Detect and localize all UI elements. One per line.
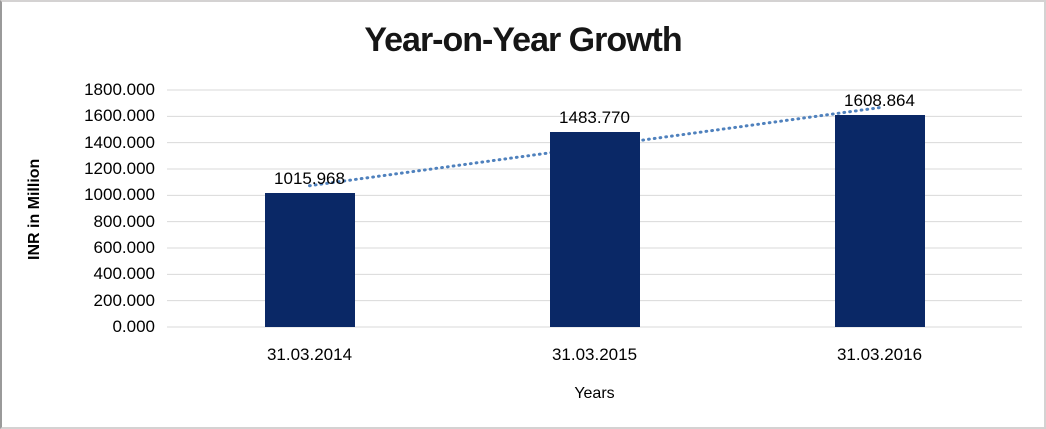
chart-title: Year-on-Year Growth: [364, 21, 682, 59]
bar-value-label: 1015.968: [274, 169, 345, 189]
bar-value-label: 1483.770: [559, 107, 630, 127]
bar: [264, 193, 355, 327]
y-tick-label: 0.000: [112, 317, 155, 336]
y-tick-label: 1400.000: [84, 132, 155, 152]
bar: [834, 115, 925, 327]
y-tick-label: 1200.000: [84, 159, 155, 178]
bar-value-label: 1608.864: [844, 91, 915, 111]
y-tick-label: 1000.000: [84, 185, 155, 205]
y-tick-label: 800.000: [93, 211, 155, 231]
y-tick-label: 400.000: [93, 264, 155, 284]
y-tick-label: 200.000: [93, 290, 155, 310]
x-category-label: 31.03.2014: [266, 345, 353, 364]
y-tick-label: 1600.000: [84, 106, 155, 126]
y-tick-label: 1800.000: [84, 80, 155, 99]
x-category-label: 31.03.2016: [836, 345, 923, 364]
x-category-label: 31.03.2015: [551, 345, 638, 364]
y-tick-label: 600.000: [93, 238, 155, 257]
x-axis-title: Years: [574, 385, 615, 402]
bar: [549, 131, 640, 327]
